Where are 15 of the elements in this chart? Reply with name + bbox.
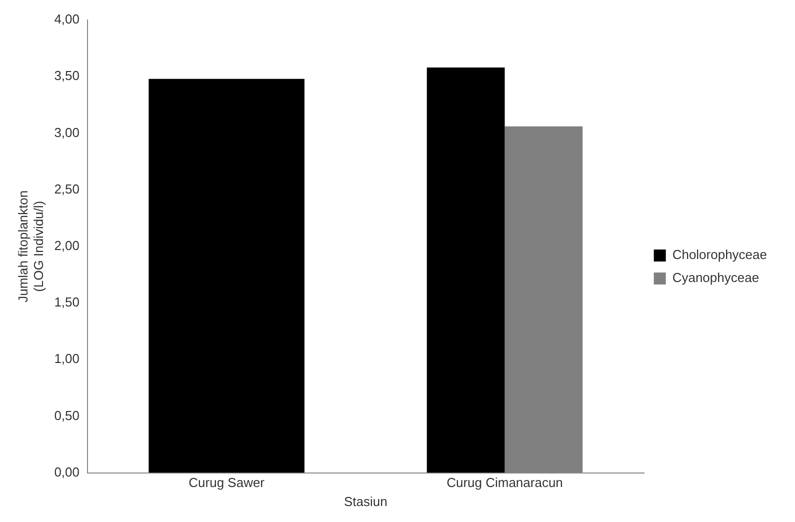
legend-label: Cholorophyceae <box>672 247 768 262</box>
y-tick-label: 1,00 <box>54 351 80 366</box>
y-tick-label: 0,00 <box>54 464 80 480</box>
legend-label: Cyanophyceae <box>672 270 760 286</box>
y-tick-label: 2,50 <box>54 181 80 196</box>
y-tick-label: 2,00 <box>54 238 80 253</box>
y-tick-label: 4,00 <box>54 12 80 27</box>
y-axis-title: Jumlah fitoplankton (LOG Individu/l) <box>15 190 46 302</box>
y-tick-label: 3,50 <box>54 68 80 84</box>
y-tick-label: 1,50 <box>54 294 80 310</box>
y-tick-label: 0,50 <box>54 408 80 423</box>
y-tick-label: 3,00 <box>54 124 80 140</box>
x-tick-label: Curug Cimanaracun <box>446 475 563 490</box>
x-tick-label: Curug Sawer <box>188 475 266 490</box>
x-axis-title: Stasiun <box>344 494 388 509</box>
